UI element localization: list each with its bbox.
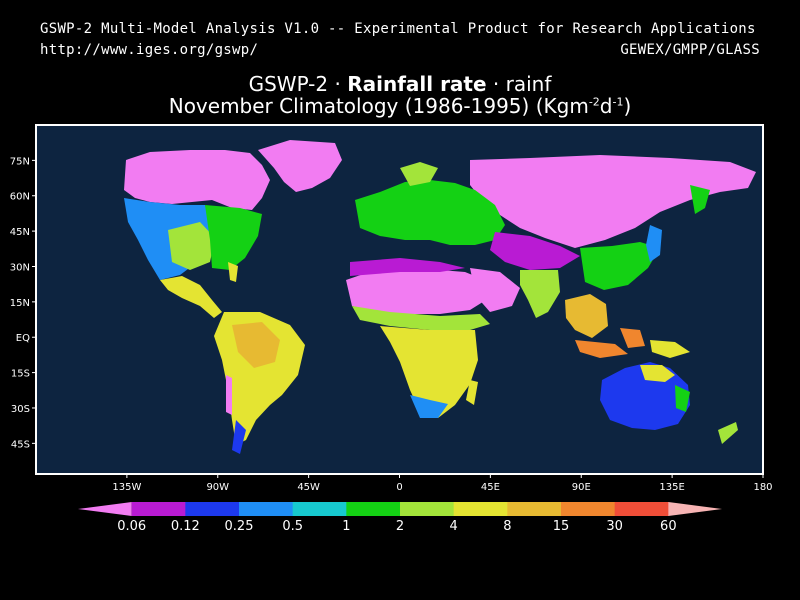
- x-tick-label: 135W: [112, 482, 141, 493]
- units-end: ): [623, 94, 632, 118]
- land-arabia: [470, 268, 520, 312]
- y-tick-label: 60N: [10, 192, 30, 203]
- colorbar: 0.06 0.12 0.25 0.5 1 2 4 8 15 30 60: [78, 502, 722, 534]
- colorbar-label: 2: [396, 519, 404, 534]
- x-tick-label: 135E: [659, 482, 684, 493]
- land-north-africa-coast: [350, 258, 465, 276]
- y-tick-label: 30S: [11, 404, 30, 415]
- colorbar-label: 8: [503, 519, 511, 534]
- map-subtitle: November Climatology (1986-1995) (Kgm-2d…: [0, 94, 800, 118]
- units-mid: d: [599, 94, 613, 118]
- units-exp2: -1: [612, 95, 624, 109]
- colorbar-segment: [131, 502, 186, 516]
- header-program: GEWEX/GMPP/GLASS: [620, 42, 760, 58]
- units-exp1: -2: [588, 95, 600, 109]
- colorbar-label: 0.5: [282, 519, 303, 534]
- title-separator-2: ·: [492, 72, 500, 96]
- x-tick-label: 90E: [572, 482, 591, 493]
- colorbar-segment: [185, 502, 240, 516]
- land-japan: [646, 225, 662, 262]
- y-tick-label: 15N: [10, 298, 30, 309]
- x-tick-label: 180: [753, 482, 772, 493]
- colorbar-arrow-high: [668, 502, 722, 516]
- y-tick-label: 15S: [11, 369, 30, 380]
- colorbar-segment: [346, 502, 401, 516]
- land-kamchatka: [690, 185, 710, 214]
- x-tick-label: 0: [396, 482, 402, 493]
- colorbar-segment: [239, 502, 294, 516]
- y-tick-label: 45N: [10, 227, 30, 238]
- colorbar-label: 0.12: [171, 519, 200, 534]
- land-scandinavia: [400, 162, 438, 186]
- header-url: http://www.iges.org/gswp/: [40, 42, 259, 58]
- colorbar-label: 0.25: [225, 519, 254, 534]
- land-indonesia-2: [620, 328, 645, 348]
- colorbar-segment: [507, 502, 562, 516]
- y-tick-label: EQ: [16, 333, 30, 344]
- header-description: GSWP-2 Multi-Model Analysis V1.0 -- Expe…: [40, 21, 756, 37]
- land-europe: [355, 180, 505, 245]
- colorbar-segment: [292, 502, 347, 516]
- land-indonesia-1: [575, 340, 628, 358]
- land-north-america-east: [205, 205, 262, 270]
- y-tick-label: 45S: [11, 439, 30, 450]
- land-madagascar: [466, 380, 478, 405]
- land-north-america-central: [168, 222, 215, 270]
- land-greenland: [258, 140, 342, 192]
- land-new-guinea: [650, 340, 690, 358]
- land-patagonia: [232, 420, 246, 454]
- land-southeast-asia: [565, 294, 608, 338]
- land-new-zealand: [718, 422, 738, 444]
- units-base: (Kgm: [535, 94, 589, 118]
- x-tick-label: 45W: [297, 482, 320, 493]
- colorbar-arrow-low: [78, 502, 132, 516]
- title-model: GSWP-2: [248, 72, 329, 96]
- land-central-asia: [490, 232, 580, 270]
- land-sahel: [352, 306, 490, 330]
- land-chile: [226, 375, 232, 415]
- x-tick-label: 45E: [481, 482, 500, 493]
- land-central-africa: [380, 326, 478, 418]
- colorbar-label: 60: [660, 519, 677, 534]
- land-north-america-arctic: [124, 150, 270, 210]
- colorbar-label: 15: [553, 519, 570, 534]
- map-axes: 135W 90W 45W 0 45E 90E 135E 180 75N 60N 45N 30N 15N E…: [10, 156, 773, 493]
- land-florida: [228, 262, 238, 282]
- title-variable: Rainfall rate: [347, 72, 487, 96]
- x-tick-label: 90W: [206, 482, 229, 493]
- y-tick-label: 75N: [10, 156, 30, 167]
- subtitle-period: November Climatology (1986-1995): [168, 94, 530, 118]
- y-tick-label: 30N: [10, 262, 30, 273]
- land-rainfall-layer: [124, 140, 756, 454]
- land-australia-east: [675, 385, 690, 412]
- title-short-name: rainf: [505, 72, 552, 96]
- colorbar-segment: [453, 502, 508, 516]
- title-separator: ·: [334, 72, 341, 96]
- colorbar-segment: [614, 502, 669, 516]
- land-india: [520, 270, 560, 318]
- land-amazon: [232, 322, 280, 368]
- colorbar-label: 30: [606, 519, 623, 534]
- land-australia-north: [640, 365, 675, 382]
- colorbar-label: 0.06: [117, 519, 146, 534]
- colorbar-label: 4: [450, 519, 458, 534]
- colorbar-segment: [400, 502, 455, 516]
- colorbar-label: 1: [342, 519, 350, 534]
- map-title: GSWP-2 · Rainfall rate · rainf: [0, 72, 800, 96]
- colorbar-segment: [561, 502, 616, 516]
- land-east-asia: [580, 242, 660, 290]
- land-mexico: [160, 276, 222, 318]
- land-south-africa: [410, 395, 448, 418]
- land-sahara: [346, 266, 490, 314]
- land-siberia: [470, 155, 756, 248]
